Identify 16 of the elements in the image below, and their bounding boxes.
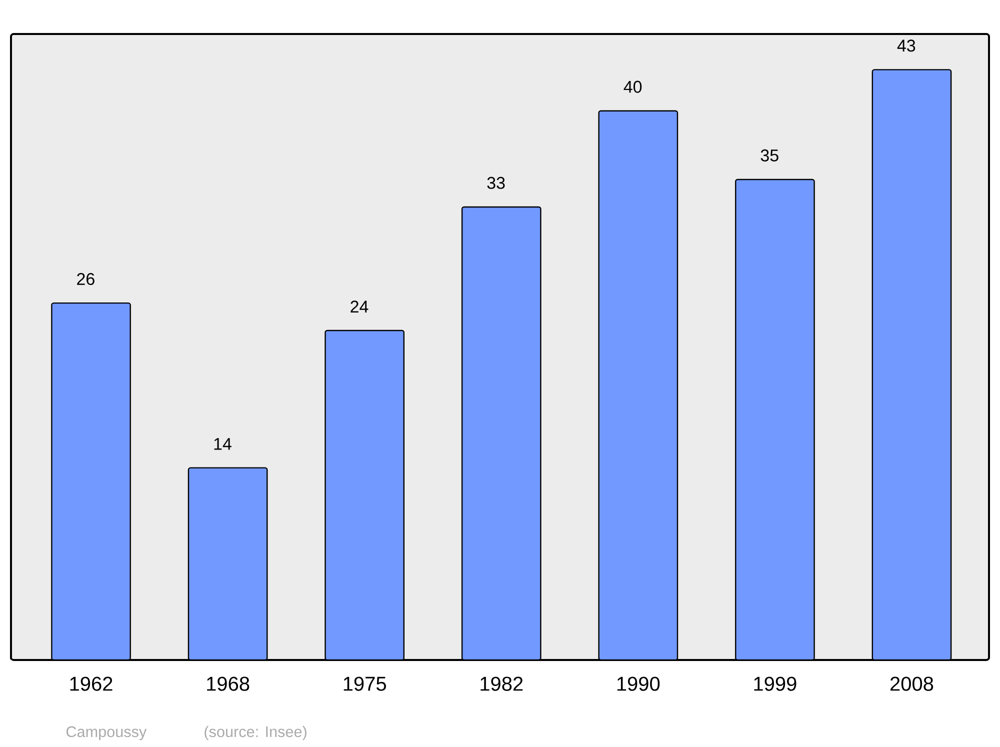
x-tick-label: 1975 [344,676,386,691]
data-label: 24 [350,300,368,312]
text: (source: Insee) [204,726,306,740]
x-tick-label: 1968 [207,676,250,691]
text: Campoussy [66,726,147,740]
x-tick-label: 2008 [890,676,934,691]
data-label: 26 [77,272,94,286]
data-label: 40 [624,80,642,93]
x-tick-label: 1982 [480,676,523,691]
data-label: 33 [487,176,505,189]
data-label: 14 [214,438,232,450]
data-label: 35 [760,149,778,162]
x-tick-label: 1999 [754,676,796,691]
data-label: 43 [897,40,916,52]
x-tick-label: 1990 [617,676,660,691]
x-tick-label: 1962 [70,676,112,691]
